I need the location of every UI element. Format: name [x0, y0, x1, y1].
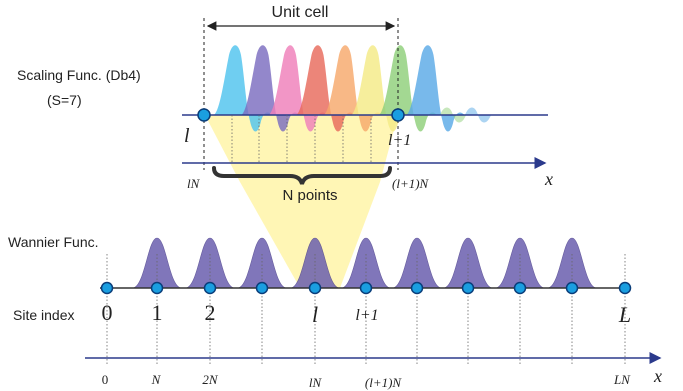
bottom-tick-l1N: (l+1)N — [365, 375, 403, 390]
n-points-brace — [212, 166, 392, 185]
site-marker — [461, 281, 475, 295]
bottom-tick-lN: lN — [309, 375, 323, 390]
projection-cone — [205, 115, 398, 288]
bottom-tick-0: 0 — [102, 372, 109, 387]
top-site-label-l-plus-1: l+1 — [388, 132, 411, 149]
site-index-label: Site index — [13, 307, 74, 323]
scaling-function-curve — [214, 45, 272, 132]
scaling-function-curve — [351, 45, 410, 132]
site-marker — [255, 281, 269, 295]
wannier-function-peak — [392, 237, 442, 289]
site-label-0: 0 — [102, 300, 113, 325]
scaling-function-curve — [379, 45, 437, 132]
top-tick-l1N: (l+1)N — [392, 176, 430, 191]
wannier-func-label: Wannier Func. — [8, 234, 99, 250]
scaling-functions — [214, 45, 491, 132]
site-marker — [308, 281, 322, 295]
bottom-x-axis-label: x — [653, 366, 662, 386]
site-marker — [203, 281, 217, 295]
wannier-function-peak — [547, 237, 597, 289]
wannier-function-peak — [132, 237, 182, 289]
wannier-functions — [132, 237, 597, 289]
site-marker — [565, 281, 579, 295]
site-marker — [618, 281, 632, 295]
wannier-function-peak — [185, 237, 235, 289]
site-marker — [150, 281, 164, 295]
n-points-label: N points — [282, 187, 337, 204]
unit-cell-label: Unit cell — [272, 4, 329, 21]
bottom-tick-LN: LN — [613, 372, 631, 387]
site-grid-lines — [106, 254, 626, 366]
wannier-function-peak — [237, 237, 287, 289]
top-tick-lN: lN — [187, 176, 201, 191]
site-marker — [100, 281, 114, 295]
site-marker — [359, 281, 373, 295]
wannier-function-peak — [443, 237, 493, 289]
scaling-site-l-plus-1 — [391, 108, 405, 122]
wannier-function-peak — [341, 237, 391, 289]
site-marker — [410, 281, 424, 295]
scaling-func-label: Scaling Func. (Db4) — [17, 67, 141, 83]
site-marker — [513, 281, 527, 295]
site-label-l: l — [312, 302, 318, 327]
wannier-function-peak — [290, 237, 340, 289]
top-x-axis-label: x — [544, 169, 553, 189]
bottom-tick-2N: 2N — [202, 372, 219, 387]
scaling-function-curve — [406, 45, 465, 132]
top-site-label-l: l — [184, 125, 190, 147]
unit-cell-grid-lines — [231, 115, 372, 163]
site-label-L: L — [618, 302, 631, 327]
site-markers — [100, 281, 632, 295]
scaling-param-label: (S=7) — [47, 92, 82, 108]
site-label-2: 2 — [205, 300, 216, 325]
site-label-l-plus-1: l+1 — [355, 307, 378, 324]
scaling-function-curve — [269, 45, 327, 132]
site-label-1: 1 — [152, 300, 163, 325]
bottom-tick-N: N — [151, 372, 162, 387]
wannier-function-peak — [495, 237, 545, 289]
scaling-function-curve — [296, 45, 355, 132]
scaling-function-curve — [241, 45, 300, 132]
scaling-site-l — [197, 108, 211, 122]
scaling-function-curve — [324, 45, 382, 132]
